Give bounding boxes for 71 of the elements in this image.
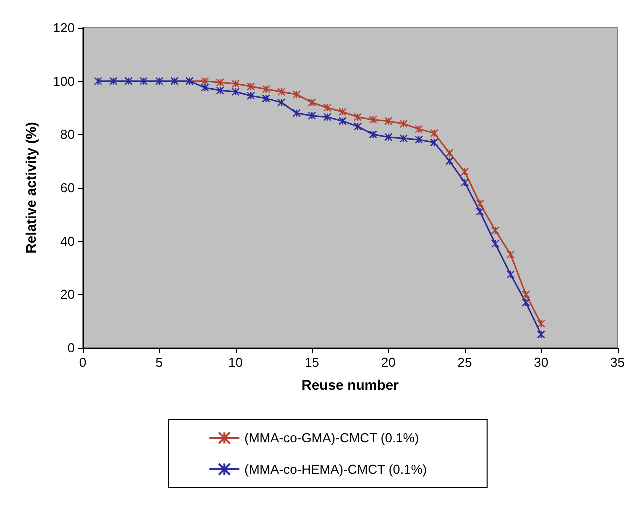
point [201, 77, 210, 86]
y-tick-label: 0 [68, 340, 75, 356]
point [338, 117, 347, 126]
point [537, 320, 546, 328]
point [460, 178, 470, 187]
point [94, 77, 102, 86]
point [170, 77, 179, 86]
x-tick-label: 35 [610, 355, 626, 370]
point [354, 122, 362, 131]
point [506, 270, 515, 279]
point [308, 112, 316, 120]
x-tick-label: 5 [156, 355, 164, 370]
point [476, 200, 484, 208]
point [338, 108, 347, 116]
point [278, 98, 286, 107]
point [262, 85, 270, 94]
y-tick-label: 60 [60, 180, 75, 196]
point [384, 133, 393, 142]
y-tick-label: 80 [60, 127, 75, 142]
point [400, 120, 408, 128]
x-tick-label: 0 [79, 355, 87, 370]
point [216, 78, 225, 87]
legend-label: (MMA-co-GMA)-CMCT (0.1%) [244, 430, 420, 446]
y-tick-label: 100 [53, 74, 75, 89]
point [292, 109, 302, 118]
point [491, 226, 500, 235]
point [140, 77, 148, 86]
point [262, 94, 270, 103]
point [323, 113, 332, 122]
point [232, 80, 240, 88]
point [537, 330, 546, 339]
point [323, 104, 332, 112]
point [446, 149, 454, 158]
point [384, 117, 393, 126]
point [476, 208, 484, 216]
point [278, 88, 286, 96]
point [506, 250, 515, 259]
point [155, 77, 164, 86]
y-tick-label: 120 [53, 20, 75, 36]
point [109, 77, 118, 86]
point [369, 130, 378, 139]
y-tick-label: 40 [60, 234, 75, 249]
y-axis-title: Relative activity (%) [23, 122, 39, 254]
point [415, 136, 424, 144]
y-tick-label: 20 [60, 287, 75, 302]
legend-label: (MMA-co-HEMA)-CMCT (0.1%) [244, 462, 428, 477]
x-tick-label: 15 [304, 355, 320, 370]
point [369, 116, 378, 124]
point [354, 113, 362, 122]
point [246, 92, 256, 100]
x-axis-title: Reuse number [302, 377, 400, 393]
point [491, 240, 500, 248]
point [124, 77, 133, 86]
x-tick-label: 25 [458, 355, 472, 370]
point [522, 290, 530, 299]
point [232, 88, 240, 96]
point [522, 298, 530, 307]
point [400, 134, 408, 143]
point [430, 138, 439, 147]
point [446, 157, 454, 166]
point [216, 86, 225, 95]
point [415, 125, 424, 134]
point [460, 168, 470, 176]
point [430, 129, 439, 138]
point [201, 84, 210, 92]
point [292, 90, 302, 99]
x-tick-label: 10 [228, 355, 244, 370]
point [308, 98, 316, 107]
point [246, 82, 256, 91]
x-tick-label: 20 [381, 355, 396, 370]
x-tick-label: 30 [534, 355, 549, 370]
